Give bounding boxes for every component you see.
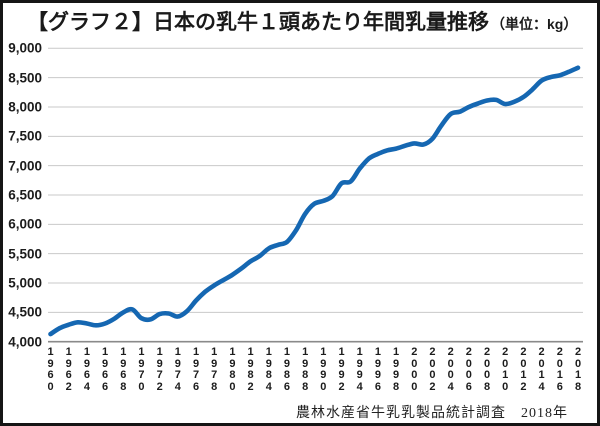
x-tick-label: 2 0 1 8: [574, 346, 582, 393]
y-tick-label: 8,000: [8, 99, 42, 115]
y-tick-label: 4,000: [8, 334, 42, 350]
y-tick-label: 7,500: [8, 128, 42, 144]
x-tick-label: 2 0 1 2: [520, 346, 527, 393]
x-tick-label: 2 0 1 4: [538, 346, 545, 393]
x-tick-label: 1 9 8 4: [265, 346, 272, 393]
x-tick-label: 1 9 7 0: [138, 346, 145, 393]
x-tick-label: 1 9 8 6: [283, 346, 291, 393]
x-tick-label: 1 9 7 6: [192, 346, 200, 393]
x-tick-label: 1 9 8 2: [247, 346, 254, 393]
x-tick-label: 1 9 9 0: [320, 346, 327, 393]
x-tick-label: 1 9 8 8: [302, 346, 309, 393]
x-tick-label: 1 9 6 2: [65, 346, 72, 393]
x-tick-label: 1 9 9 2: [338, 346, 345, 393]
x-tick-label: 1 9 7 8: [211, 346, 218, 393]
x-tick-label: 2 0 1 0: [502, 346, 509, 393]
chart-header: 【グラフ２】日本の乳牛１頭あたり年間乳量推移 （単位：kg）: [27, 6, 577, 36]
y-tick-label: 8,500: [8, 70, 42, 86]
x-tick-label: 2 0 0 6: [465, 346, 472, 393]
x-tick-label: 1 9 6 0: [47, 346, 54, 393]
x-tick-label: 1 9 7 4: [174, 346, 181, 393]
x-tick-label: 2 0 0 0: [411, 346, 418, 393]
y-tick-label: 6,500: [8, 187, 42, 203]
x-tick-label: 1 9 6 6: [102, 346, 109, 393]
milk-yield-line: [48, 65, 581, 337]
x-tick-label: 2 0 0 8: [483, 346, 491, 393]
y-tick-label: 9,000: [8, 40, 42, 56]
x-tick-label: 1 9 9 6: [374, 346, 381, 393]
chart-unit-label: （単位：kg）: [491, 16, 578, 32]
y-tick-label: 4,500: [8, 304, 42, 320]
y-tick-label: 5,500: [8, 246, 42, 262]
x-tick-label: 2 0 0 2: [429, 346, 436, 393]
x-tick-label: 2 0 1 6: [556, 346, 563, 393]
x-tick-label: 1 9 6 4: [83, 346, 90, 393]
x-tick-label: 2 0 0 4: [447, 346, 454, 393]
y-tick-label: 5,000: [8, 275, 42, 291]
x-tick-label: 1 9 7 2: [156, 346, 163, 393]
y-tick-label: 6,000: [8, 216, 42, 232]
x-tick-label: 1 9 9 4: [356, 346, 363, 393]
y-tick-label: 7,000: [8, 158, 42, 174]
chart-title: 【グラフ２】日本の乳牛１頭あたり年間乳量推移: [27, 11, 489, 34]
x-tick-label: 1 9 8 0: [229, 346, 236, 393]
x-tick-label: 1 9 6 8: [120, 346, 127, 393]
x-tick-label: 1 9 9 8: [393, 346, 400, 393]
source-caption: 農林水産省牛乳乳製品統計調査 2018年: [296, 406, 568, 421]
